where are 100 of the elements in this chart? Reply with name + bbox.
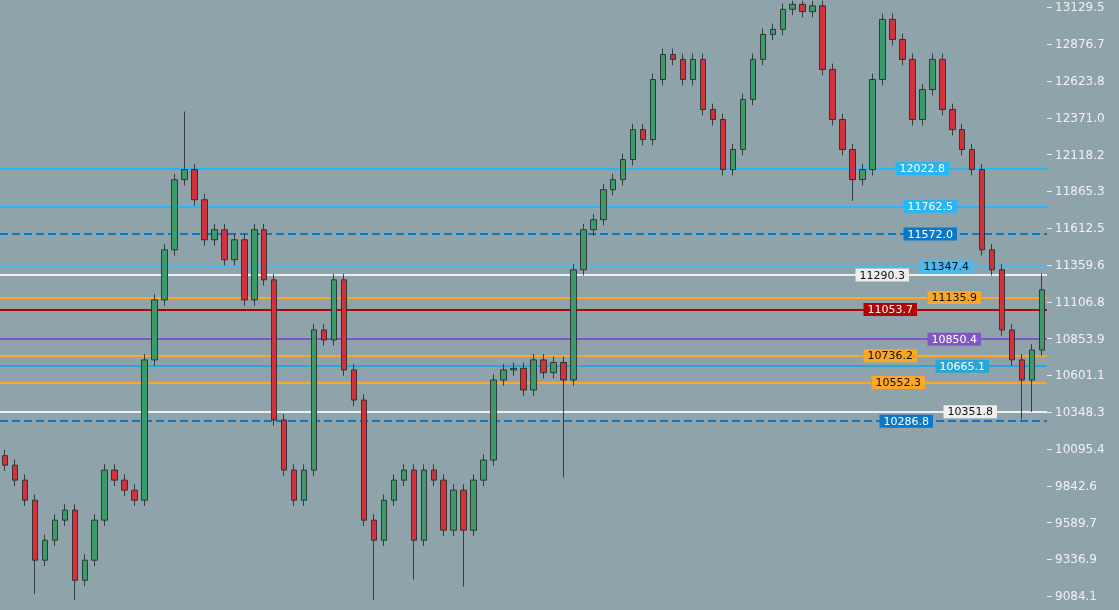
candlestick <box>1009 323 1015 367</box>
candlestick <box>111 463 118 487</box>
y-tick-label: 12623.8 <box>1055 73 1105 88</box>
candlestick <box>730 143 736 176</box>
candlestick <box>770 23 776 41</box>
candlestick <box>341 273 347 377</box>
candlestick <box>630 123 636 166</box>
candlestick <box>241 233 248 307</box>
y-tick-label: 9842.6 <box>1055 478 1097 493</box>
y-tick-label: 11359.6 <box>1055 258 1105 273</box>
candlestick <box>949 103 956 136</box>
ref-line-label: 10351.8 <box>947 405 993 419</box>
candlestick <box>640 123 646 146</box>
y-tick-label: 11865.3 <box>1055 184 1105 199</box>
ref-line-label: 11347.4 <box>923 260 969 274</box>
y-tick-label: 13129.5 <box>1055 0 1105 15</box>
candlestick <box>421 463 427 547</box>
candlestick <box>151 293 158 367</box>
candlestick <box>311 323 317 477</box>
candlestick <box>740 93 746 156</box>
candlestick <box>829 63 836 126</box>
candlestick <box>141 353 148 507</box>
candlestick <box>700 53 706 116</box>
candlestick <box>620 153 626 186</box>
candlestick <box>121 473 128 497</box>
candlestick <box>680 53 686 86</box>
ref-line-label: 10552.3 <box>875 376 921 390</box>
candlestick <box>12 458 18 487</box>
ref-line-label: 12022.8 <box>899 161 945 175</box>
candlestick <box>899 33 906 66</box>
candlestick <box>91 513 98 567</box>
candlestick <box>131 483 138 507</box>
candlestick <box>251 223 258 307</box>
candlestick <box>32 494 38 595</box>
y-tick-label: 11612.5 <box>1055 221 1105 236</box>
y-tick-label: 10095.4 <box>1055 442 1105 457</box>
candlestick <box>989 243 995 276</box>
candlestick <box>1039 273 1045 357</box>
candlestick <box>580 223 587 276</box>
candlestick <box>550 356 557 379</box>
candlestick <box>431 463 437 487</box>
candlestick <box>42 534 48 567</box>
candlestick <box>809 0 816 18</box>
ref-line-label: 11053.7 <box>867 303 913 317</box>
candlestick <box>22 473 28 507</box>
candlestick <box>1019 353 1025 420</box>
candlestick <box>271 273 277 427</box>
candlestick <box>510 362 517 377</box>
ref-line-label: 10286.8 <box>883 414 929 428</box>
y-tick-label: 12876.7 <box>1055 37 1105 52</box>
candlestick <box>690 53 696 86</box>
candlestick <box>401 463 407 487</box>
candlestick <box>52 513 58 547</box>
ref-line-label: 10736.2 <box>867 349 913 363</box>
candlestick <box>301 463 307 507</box>
candlestick <box>570 263 577 387</box>
candlestick <box>929 53 936 96</box>
candlestick <box>351 363 357 407</box>
candlestick <box>760 28 766 66</box>
y-tick-label: 10601.1 <box>1055 368 1105 383</box>
candlestick <box>710 103 716 126</box>
candlestick <box>650 73 656 146</box>
candlestick <box>201 193 208 246</box>
candlestick <box>361 393 367 527</box>
candlestick <box>660 48 666 86</box>
candlestick <box>670 48 676 66</box>
candlestick <box>101 463 108 527</box>
candlestick <box>909 53 916 126</box>
candlestick <box>750 53 756 106</box>
candlestick <box>999 263 1005 337</box>
candlestick <box>321 323 327 347</box>
candlestick <box>82 553 88 587</box>
candlestick <box>221 223 228 266</box>
ref-line-label: 10850.4 <box>931 332 977 346</box>
candlestick <box>789 0 796 16</box>
candlestick <box>859 163 866 186</box>
candlestick <box>879 13 886 86</box>
candlestick <box>869 73 876 176</box>
ref-line-label: 11290.3 <box>859 268 905 282</box>
ref-line-label: 11572.0 <box>907 227 953 241</box>
candlestick <box>819 0 826 76</box>
candlestick <box>500 363 507 387</box>
candlestick <box>530 353 537 397</box>
candlestick <box>231 233 238 266</box>
candlestick <box>780 3 786 36</box>
candlestick <box>610 173 616 196</box>
candlestick <box>261 223 267 287</box>
candlestick <box>600 183 607 226</box>
y-tick-label: 10348.3 <box>1055 405 1105 420</box>
candlestick <box>839 113 846 156</box>
candlestick <box>171 173 178 257</box>
candlestick <box>371 513 377 601</box>
y-tick-label: 9589.7 <box>1055 515 1097 530</box>
candlestick <box>520 362 527 397</box>
candlestick <box>799 0 806 18</box>
candlestick <box>191 163 198 206</box>
y-tick-label: 9336.9 <box>1055 552 1097 567</box>
candlestick <box>331 273 337 347</box>
candlestick <box>381 494 387 547</box>
candlestick <box>1029 343 1035 413</box>
